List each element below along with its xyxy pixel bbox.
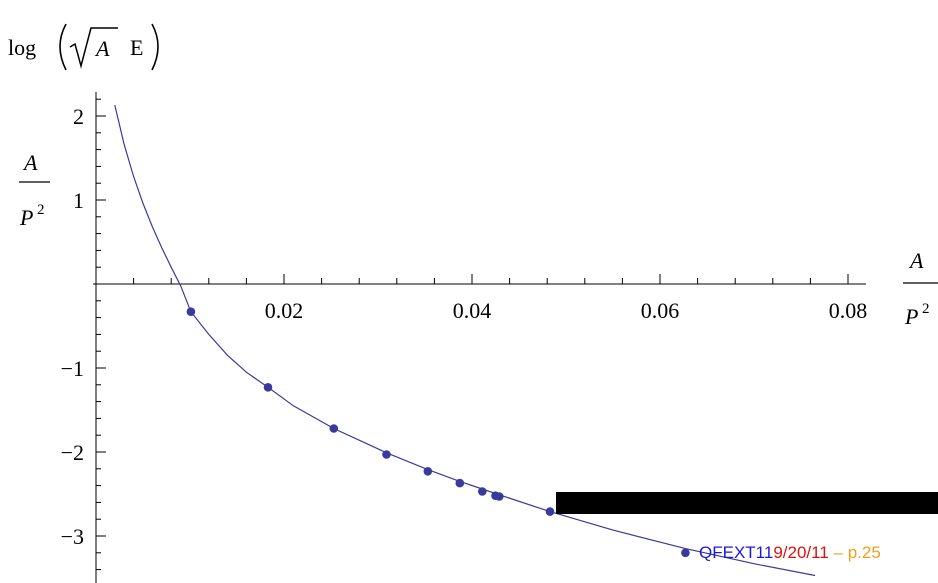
data-point bbox=[455, 478, 465, 488]
footer-separator: – bbox=[829, 543, 848, 562]
x-tick-label: 0.08 bbox=[829, 298, 868, 323]
data-point bbox=[478, 487, 487, 496]
x-fraction-numerator: A bbox=[908, 248, 924, 273]
x-tick-label: 0.02 bbox=[265, 298, 304, 323]
data-point bbox=[545, 507, 555, 516]
x-fraction-label: A P 2 bbox=[903, 248, 938, 329]
data-point bbox=[681, 548, 690, 558]
y-axis-label-sqrt-sign bbox=[69, 27, 118, 69]
x-tick-label: 0.04 bbox=[453, 298, 492, 323]
data-point bbox=[495, 492, 504, 501]
y-tick-label: 2 bbox=[73, 104, 84, 129]
footer-date: 9/20/11 bbox=[773, 543, 828, 562]
footer-page: p.25 bbox=[848, 543, 881, 562]
x-tick-label: 0.06 bbox=[641, 298, 680, 323]
data-point bbox=[186, 307, 196, 317]
slide-footer: QFEXT119/20/11 – p.25 bbox=[699, 543, 881, 562]
axis-ticks bbox=[96, 98, 849, 571]
y-tick-label: −2 bbox=[61, 440, 84, 465]
redaction-bar bbox=[556, 492, 938, 514]
y-tick-label: 1 bbox=[73, 188, 84, 213]
y-axis-label: log A E bbox=[8, 23, 159, 71]
data-point bbox=[423, 467, 433, 476]
data-point bbox=[382, 450, 391, 459]
y-axis-label-open-paren bbox=[59, 23, 67, 71]
y-fraction-numerator: A bbox=[22, 150, 38, 175]
y-fraction-denominator: P bbox=[19, 205, 33, 230]
y-axis-label-close-paren bbox=[151, 23, 159, 71]
y-tick-label: −3 bbox=[61, 524, 84, 549]
fit-curve bbox=[114, 104, 816, 577]
y-axis-label-sqrt-var: A bbox=[94, 36, 110, 61]
y-axis-label-e: E bbox=[130, 35, 143, 60]
y-fraction-label: A P 2 bbox=[19, 150, 50, 230]
data-point bbox=[329, 424, 339, 433]
data-points bbox=[186, 307, 690, 558]
y-tick-label: −1 bbox=[61, 356, 84, 381]
data-point bbox=[263, 383, 273, 392]
footer-title: QFEXT11 bbox=[699, 543, 773, 562]
x-fraction-exponent: 2 bbox=[922, 301, 930, 317]
tick-labels: 0.02 0.04 0.06 0.08 2 1 −1 −2 −3 bbox=[61, 104, 868, 549]
y-axis-label-log: log bbox=[8, 35, 36, 60]
x-fraction-denominator: P bbox=[904, 304, 918, 329]
y-fraction-exponent: 2 bbox=[37, 202, 45, 218]
